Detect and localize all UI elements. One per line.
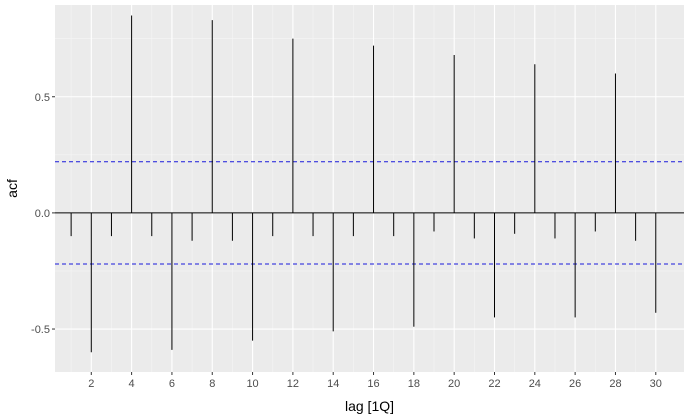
x-axis-title: lag [1Q]: [345, 398, 394, 414]
x-tick-label: 26: [569, 378, 581, 390]
x-tick-label: 14: [327, 378, 339, 390]
x-axis-ticks: 2 4 6 8 10 12 14 16 18 20 22 24 26 28 30: [88, 372, 662, 390]
panel-background: [55, 5, 684, 372]
x-tick-label: 20: [448, 378, 460, 390]
x-tick-label: 24: [529, 378, 541, 390]
x-tick-label: 4: [129, 378, 135, 390]
x-tick-label: 2: [88, 378, 94, 390]
x-tick-label: 10: [246, 378, 258, 390]
x-tick-label: 6: [169, 378, 175, 390]
x-tick-label: 16: [367, 378, 379, 390]
x-tick-label: 22: [488, 378, 500, 390]
y-axis-title: acf: [4, 179, 20, 198]
x-tick-label: 28: [609, 378, 621, 390]
x-tick-label: 12: [287, 378, 299, 390]
y-tick-label: -0.5: [31, 324, 50, 336]
y-axis-ticks: -0.5 0.0 0.5: [31, 92, 55, 336]
acf-spikes: [55, 15, 684, 353]
x-tick-label: 18: [408, 378, 420, 390]
x-tick-label: 8: [209, 378, 215, 390]
x-tick-label: 30: [650, 378, 662, 390]
y-tick-label: 0.5: [35, 92, 50, 104]
y-tick-label: 0.0: [35, 208, 50, 220]
